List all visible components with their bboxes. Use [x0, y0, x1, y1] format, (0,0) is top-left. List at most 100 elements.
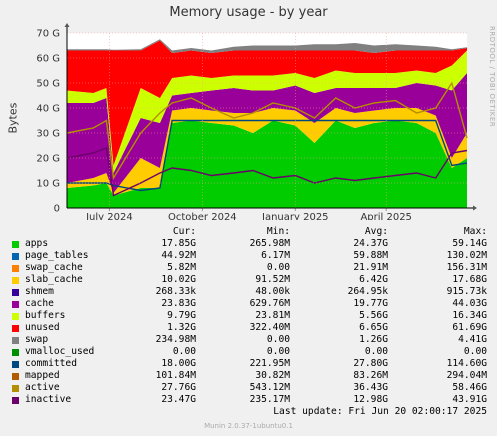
legend-series-name: page_tables [25, 250, 89, 261]
x-tick-label: April 2025 [360, 212, 411, 220]
legend-row-committed: committed 18.00G 221.95M 27.80G 114.60G [10, 358, 490, 370]
legend-header: Cur: Min: Avg: Max: [10, 226, 490, 238]
col-min-header: Min: [266, 226, 290, 237]
legend-avg-value: 0.00 [364, 346, 388, 357]
legend-cur-value: 44.92M [161, 250, 196, 261]
legend-swatch [12, 337, 19, 344]
legend-swatch [12, 241, 19, 248]
legend-row-page-tables: page_tables 44.92M 6.17M 59.88M 130.02M [10, 250, 490, 262]
legend-cur-value: 27.76G [161, 382, 196, 393]
legend-avg-value: 24.37G [353, 238, 388, 249]
legend-series-name: apps [25, 238, 49, 249]
x-axis-arrow [473, 205, 477, 211]
legend-avg-value: 27.80G [353, 358, 388, 369]
line-inactive [66, 147, 468, 197]
legend-table: Cur: Min: Avg: Max: apps 17.85G 265.98M 24.… [10, 226, 490, 406]
y-tick-label: 30 G [36, 129, 60, 140]
legend-series-name: vmalloc_used [25, 346, 95, 357]
chart-svg: 0 10 G 20 G 30 G 40 G 50 G 60 G 70 G July 2024 Oc… [36, 23, 477, 220]
legend-swatch [12, 253, 19, 260]
legend-swatch [12, 289, 19, 296]
rrdtool-credit: RRDTOOL / TOBI OETIKER [488, 26, 496, 128]
legend-row-apps: apps 17.85G 265.98M 24.37G 59.14G [10, 238, 490, 250]
legend-cur-value: 10.02G [161, 274, 196, 285]
legend-min-value: 221.95M [249, 358, 290, 369]
x-tick-label: October 2024 [168, 212, 237, 220]
y-tick-label: 60 G [36, 54, 60, 65]
legend-avg-value: 12.98G [353, 394, 388, 405]
legend-swatch [12, 313, 19, 320]
legend-min-value: 23.81M [255, 310, 290, 321]
legend-rows: apps 17.85G 265.98M 24.37G 59.14G page_tables… [10, 238, 490, 406]
legend-swatch [12, 277, 19, 284]
munin-version: Munin 2.0.37-1ubuntu0.1 [204, 422, 293, 430]
legend-min-value: 0.00 [266, 262, 290, 273]
legend-row-swap: swap 234.98M 0.00 1.26G 4.41G [10, 334, 490, 346]
legend-row-cache: cache 23.83G 629.76M 19.77G 44.03G [10, 298, 490, 310]
y-axis-arrow [64, 23, 70, 27]
legend-max-value: 43.91G [452, 394, 487, 405]
legend-row-shmem: shmem 268.33k 48.00k 264.95k 915.73k [10, 286, 490, 298]
legend-row-slab-cache: slab_cache 10.02G 91.52M 6.42G 17.68G [10, 274, 490, 286]
legend-swatch [12, 373, 19, 380]
legend-max-value: 16.34G [452, 310, 487, 321]
legend-max-value: 156.31M [446, 262, 487, 273]
col-cur-header: Cur: [172, 226, 196, 237]
legend-series-name: active [25, 382, 60, 393]
legend-row-active: active 27.76G 543.12M 36.43G 58.46G [10, 382, 490, 394]
legend-avg-value: 19.77G [353, 298, 388, 309]
area-apps [67, 120, 467, 208]
legend-max-value: 17.68G [452, 274, 487, 285]
legend-row-mapped: mapped 101.84M 30.82M 83.26M 294.04M [10, 370, 490, 382]
y-tick-label: 20 G [36, 154, 60, 165]
legend-max-value: 59.14G [452, 238, 487, 249]
legend-cur-value: 101.84M [155, 370, 196, 381]
legend-cur-value: 23.83G [161, 298, 196, 309]
legend-avg-value: 59.88M [353, 250, 388, 261]
x-tick-label: July 2024 [85, 212, 133, 220]
legend-avg-value: 5.56G [359, 310, 388, 321]
y-tick-label: 0 [54, 204, 60, 215]
legend-max-value: 294.04M [446, 370, 487, 381]
legend-cur-value: 268.33k [155, 286, 196, 297]
y-tick-label: 10 G [36, 179, 60, 190]
legend-cur-value: 1.32G [167, 322, 196, 333]
legend-min-value: 235.17M [249, 394, 290, 405]
legend-row-unused: unused 1.32G 322.40M 6.65G 61.69G [10, 322, 490, 334]
legend-swatch [12, 265, 19, 272]
legend-series-name: shmem [25, 286, 54, 297]
legend-cur-value: 5.82M [167, 262, 196, 273]
col-max-header: Max: [463, 226, 487, 237]
legend-avg-value: 36.43G [353, 382, 388, 393]
legend-swatch [12, 397, 19, 404]
legend-min-value: 30.82M [255, 370, 290, 381]
legend-series-name: cache [25, 298, 54, 309]
legend-series-name: committed [25, 358, 77, 369]
legend-min-value: 0.00 [266, 346, 290, 357]
legend-row-buffers: buffers 9.79G 23.81M 5.56G 16.34G [10, 310, 490, 322]
legend-avg-value: 1.26G [359, 334, 388, 345]
legend-series-name: buffers [25, 310, 66, 321]
legend-series-name: swap_cache [25, 262, 83, 273]
col-avg-header: Avg: [364, 226, 388, 237]
line-committed [67, 119, 468, 192]
legend-series-name: mapped [25, 370, 60, 381]
legend-min-value: 629.76M [249, 298, 290, 309]
legend-series-name: slab_cache [25, 274, 83, 285]
legend-swatch [12, 325, 19, 332]
legend-swatch [12, 385, 19, 392]
area-cache [67, 73, 467, 193]
legend-min-value: 0.00 [266, 334, 290, 345]
legend-swatch [12, 301, 19, 308]
legend-avg-value: 83.26M [353, 370, 388, 381]
legend-avg-value: 6.65G [359, 322, 388, 333]
y-tick-label: 70 G [36, 29, 60, 40]
legend-series-name: inactive [25, 394, 72, 405]
legend-cur-value: 0.00 [172, 346, 196, 357]
area-slab-cache [67, 108, 467, 196]
legend-min-value: 265.98M [249, 238, 290, 249]
legend-avg-value: 264.95k [347, 286, 388, 297]
legend-max-value: 4.41G [458, 334, 487, 345]
last-update: Last update: Fri Jun 20 02:00:17 2025 [273, 406, 487, 417]
legend-cur-value: 234.98M [155, 334, 196, 345]
